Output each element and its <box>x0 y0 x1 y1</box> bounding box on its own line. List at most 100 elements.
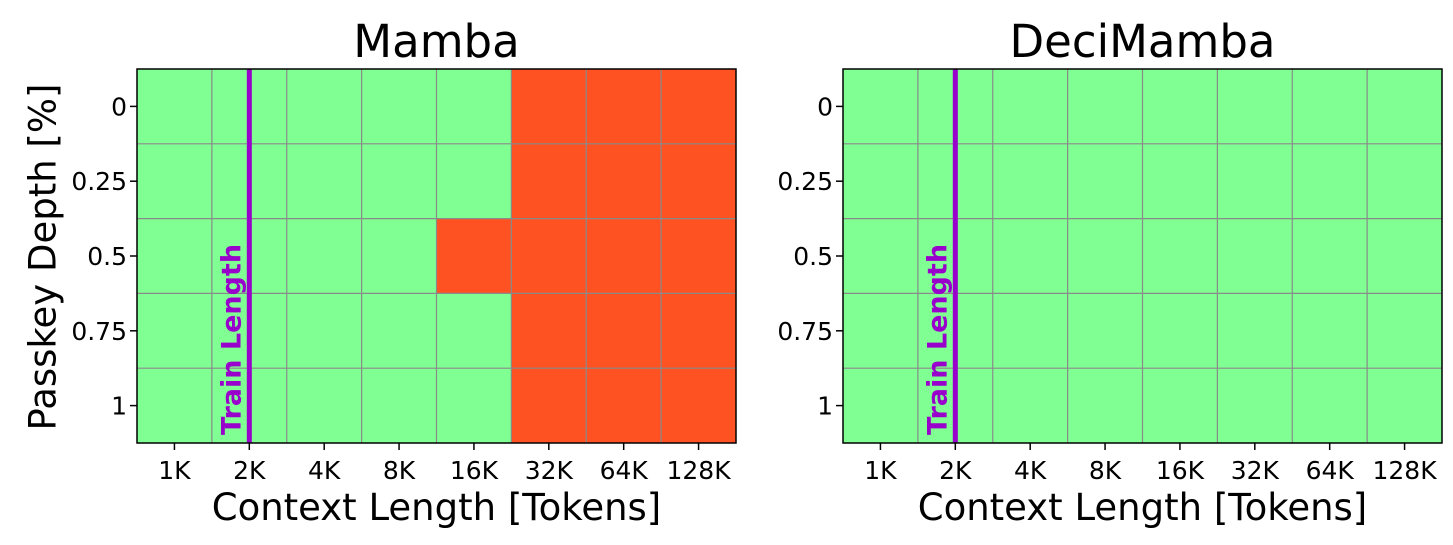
heatmap-cell-128k-0 <box>661 69 737 145</box>
x-tick-label-1k: 1K <box>158 456 191 485</box>
heatmap-cell-64k-0-25 <box>586 143 662 220</box>
heatmap-cell-4k-0 <box>286 69 363 145</box>
heatmap-cell-32k-0-75 <box>511 293 587 369</box>
heatmap-cell-16k-0-5 <box>1142 218 1218 294</box>
heatmap-cell-32k-0 <box>1217 69 1293 145</box>
y-tick-label-1: 1 <box>111 392 127 421</box>
heatmap-cell-4k-0-75 <box>286 293 363 369</box>
heatmap-cell-8k-1 <box>1067 368 1143 444</box>
heatmap-cell-32k-0-25 <box>1217 143 1293 220</box>
x-tick-label-64k: 64K <box>1306 456 1355 485</box>
heatmap-cell-128k-1 <box>661 368 737 444</box>
heatmap-cell-1k-0-75 <box>843 293 919 369</box>
x-tick-label-16k: 16K <box>450 456 499 485</box>
chart-title: DeciMamba <box>1010 15 1276 68</box>
heatmap-cell-128k-0-75 <box>661 293 737 369</box>
heatmap-cell-64k-0-75 <box>586 293 662 369</box>
heatmap-cell-16k-0-25 <box>436 143 512 220</box>
y-tick-label-0-75: 0.75 <box>777 317 833 346</box>
train-length-label: Train Length <box>922 244 953 435</box>
y-axis-label: Passkey Depth [%] <box>22 84 65 431</box>
x-axis-label: Context Length [Tokens] <box>918 486 1368 529</box>
heatmap-cell-1k-0-25 <box>137 143 213 220</box>
heatmap-cell-64k-0-25 <box>1292 143 1368 220</box>
y-tick-label-0: 0 <box>111 92 127 121</box>
heatmap-cell-128k-0-25 <box>1367 143 1443 220</box>
heatmap-cell-4k-0 <box>992 69 1069 145</box>
heatmap-cell-16k-0-25 <box>1142 143 1218 220</box>
heatmap-cell-32k-1 <box>1217 368 1293 444</box>
heatmap-cell-64k-1 <box>586 368 662 444</box>
heatmap-cell-128k-0-5 <box>661 218 737 294</box>
heatmap-cell-16k-0-5 <box>436 218 512 294</box>
heatmap-cell-1k-0 <box>843 69 919 145</box>
heatmap-cell-8k-0-75 <box>361 293 437 369</box>
heatmap-cell-128k-0-25 <box>661 143 737 220</box>
x-tick-label-2k: 2K <box>233 456 266 485</box>
y-tick-label-0-5: 0.5 <box>793 242 833 271</box>
heatmap-cell-1k-1 <box>843 368 919 444</box>
heatmap-cell-32k-1 <box>511 368 587 444</box>
y-tick-label-0-75: 0.75 <box>71 317 127 346</box>
x-tick-label-8k: 8K <box>1089 456 1122 485</box>
heatmap-cell-8k-0-25 <box>361 143 437 220</box>
heatmap-cell-4k-0-25 <box>286 143 363 220</box>
heatmap-cell-32k-0-5 <box>1217 218 1293 294</box>
heatmap-cell-8k-0-5 <box>1067 218 1143 294</box>
chart-title: Mamba <box>353 15 519 68</box>
heatmap-cell-8k-0 <box>1067 69 1143 145</box>
heatmap-cell-4k-1 <box>286 368 363 444</box>
y-tick-label-0: 0 <box>817 92 833 121</box>
x-tick-label-8k: 8K <box>383 456 416 485</box>
heatmap-cell-128k-0-75 <box>1367 293 1443 369</box>
heatmap-cell-32k-0-75 <box>1217 293 1293 369</box>
heatmap-cell-1k-0-25 <box>843 143 919 220</box>
heatmap-cell-16k-1 <box>1142 368 1218 444</box>
x-tick-label-1k: 1K <box>864 456 897 485</box>
x-axis-label: Context Length [Tokens] <box>212 486 662 529</box>
y-tick-label-0-25: 0.25 <box>71 167 127 196</box>
y-tick-label-0-25: 0.25 <box>777 167 833 196</box>
heatmap-cell-4k-0-25 <box>992 143 1069 220</box>
x-tick-label-128k: 128K <box>667 456 732 485</box>
heatmap-cell-1k-0 <box>137 69 213 145</box>
heatmap-cell-4k-1 <box>992 368 1069 444</box>
heatmap-cell-8k-0-75 <box>1067 293 1143 369</box>
heatmap-cell-16k-0 <box>436 69 512 145</box>
heatmap-cell-64k-0-75 <box>1292 293 1368 369</box>
heatmap-cell-64k-0 <box>1292 69 1368 145</box>
heatmap-cell-64k-0-5 <box>1292 218 1368 294</box>
heatmap-cell-1k-0-5 <box>137 218 213 294</box>
heatmap-panel-mamba: Train Length 1K 2K 4K 8K 16K 32K 64K 128K 0 0.25 0.… <box>71 15 737 529</box>
heatmap-cell-16k-0-75 <box>1142 293 1218 369</box>
heatmap-cell-8k-0-5 <box>361 218 437 294</box>
heatmap-cell-16k-0 <box>1142 69 1218 145</box>
heatmap-cell-64k-0 <box>586 69 662 145</box>
heatmap-cell-64k-1 <box>1292 368 1368 444</box>
x-tick-label-2k: 2K <box>939 456 972 485</box>
heatmap-cell-4k-0-5 <box>286 218 363 294</box>
x-tick-label-32k: 32K <box>1231 456 1280 485</box>
x-tick-label-32k: 32K <box>525 456 574 485</box>
x-tick-label-4k: 4K <box>308 456 341 485</box>
heatmap-cell-16k-0-75 <box>436 293 512 369</box>
heatmap-cell-8k-1 <box>361 368 437 444</box>
heatmap-cell-128k-0-5 <box>1367 218 1443 294</box>
y-tick-label-1: 1 <box>817 392 833 421</box>
train-length-label: Train Length <box>216 244 247 435</box>
heatmap-cell-32k-0 <box>511 69 587 145</box>
heatmap-cell-8k-0 <box>361 69 437 145</box>
heatmap-cell-128k-1 <box>1367 368 1443 444</box>
heatmap-cell-1k-1 <box>137 368 213 444</box>
heatmap-cell-4k-0-75 <box>992 293 1069 369</box>
heatmap-cell-32k-0-5 <box>511 218 587 294</box>
heatmap-cell-1k-0-5 <box>843 218 919 294</box>
x-tick-label-128k: 128K <box>1373 456 1438 485</box>
heatmap-cell-8k-0-25 <box>1067 143 1143 220</box>
y-tick-label-0-5: 0.5 <box>87 242 127 271</box>
heatmap-cell-4k-0-5 <box>992 218 1069 294</box>
x-tick-label-4k: 4K <box>1014 456 1047 485</box>
heatmap-cell-32k-0-25 <box>511 143 587 220</box>
